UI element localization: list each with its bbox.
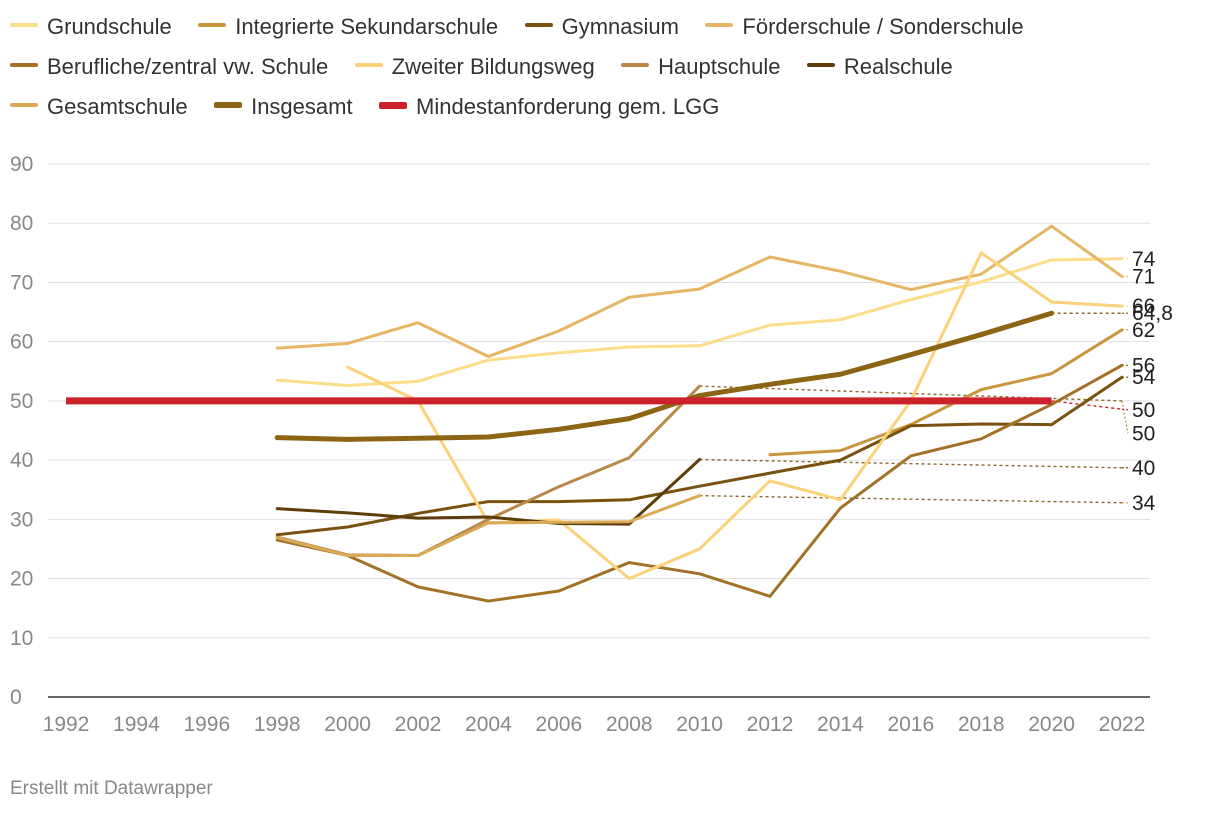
legend-label: Gymnasium (561, 14, 679, 39)
footer-credit: Erstellt mit Datawrapper (10, 778, 213, 799)
series-end-label: 64,8 (1132, 302, 1173, 325)
legend-label: Integrierte Sekundarschule (235, 14, 499, 39)
x-tick-label: 1998 (254, 713, 301, 736)
series-line (275, 224, 1124, 358)
x-tick-label: 2002 (395, 713, 442, 736)
legend-swatch (379, 101, 408, 109)
y-tick-label: 40 (10, 449, 33, 472)
legend-swatch (10, 23, 38, 28)
series-line (346, 251, 1124, 581)
legend-swatch (10, 63, 38, 68)
legend-swatch (10, 103, 38, 108)
legend-swatch (621, 63, 650, 68)
legend-item-mindestanforderung: Mindestanforderung gem. LGG (379, 94, 719, 120)
series-line (275, 363, 1124, 603)
y-tick-label: 80 (10, 212, 33, 235)
y-tick-label: 50 (10, 390, 33, 413)
series-extension-line (699, 385, 1123, 402)
series-line (275, 384, 702, 557)
legend-label: Realschule (843, 54, 953, 79)
x-tick-label: 2014 (817, 713, 864, 736)
series-end-label: 54 (1132, 366, 1156, 389)
legend-row-3: Gesamtschule Insgesamt Mindestanforderun… (10, 94, 1210, 134)
series-line (275, 494, 702, 557)
legend-label: Insgesamt (251, 94, 353, 119)
chart-legend: Grundschule Integrierte Sekundarschule G… (10, 14, 1210, 134)
series-end-label: 66 (1132, 295, 1155, 318)
series-lines (66, 224, 1124, 603)
series-line (275, 257, 1124, 387)
series-end-label: 50 (1132, 422, 1155, 445)
series-extension-line (699, 458, 1123, 469)
legend-swatch (806, 63, 835, 68)
x-tick-label: 2022 (1099, 713, 1146, 736)
legend-item-foerderschule: Förderschule / Sonderschule (705, 14, 1024, 40)
series-end-label: 50 (1132, 399, 1155, 422)
series-end-label: 74 (1132, 248, 1156, 271)
x-tick-label: 2018 (958, 713, 1005, 736)
y-tick-label: 70 (10, 271, 33, 294)
series-line (275, 375, 1124, 537)
legend-label: Grundschule (47, 14, 172, 39)
legend-item-berufliche-schule: Berufliche/zentral vw. Schule (10, 54, 328, 80)
legend-item-insgesamt: Insgesamt (214, 94, 353, 120)
x-tick-label: 2020 (1028, 713, 1075, 736)
line-chart: 0 10 20 30 40 50 60 70 80 90 1992 1994 1996 1998 2000… (10, 153, 1173, 736)
series-end-label: 56 (1132, 354, 1155, 377)
legend-label: Berufliche/zentral vw. Schule (47, 54, 329, 79)
legend-label: Hauptschule (658, 54, 781, 79)
x-tick-label: 2004 (465, 713, 512, 736)
label-connector (1121, 408, 1129, 411)
legend-swatch (214, 102, 243, 109)
end-labels: 74 62 54 71 56 66 50 40 34 64,8 50 (1132, 248, 1173, 515)
series-line (768, 328, 1124, 457)
y-tick-label: 20 (10, 568, 33, 591)
series-line (275, 458, 702, 526)
gridlines: 0 10 20 30 40 50 60 70 80 90 (10, 153, 1150, 709)
legend-label: Zweiter Bildungsweg (391, 54, 595, 79)
legend-item-realschule: Realschule (806, 54, 953, 80)
legend-label: Gesamtschule (47, 94, 188, 119)
y-tick-label: 60 (10, 331, 33, 354)
x-tick-label: 2000 (324, 713, 371, 736)
x-tick-label: 2006 (535, 713, 582, 736)
series-end-label: 34 (1132, 492, 1156, 515)
series-end-label: 62 (1132, 319, 1155, 342)
y-tick-label: 0 (10, 686, 22, 709)
y-tick-label: 90 (10, 153, 33, 176)
legend-item-gymnasium: Gymnasium (524, 14, 679, 40)
x-tick-label: 2016 (887, 713, 934, 736)
legend-item-zweiter-bildungsweg: Zweiter Bildungsweg (354, 54, 595, 80)
series-end-label: 71 (1132, 266, 1155, 289)
legend-swatch (524, 23, 553, 28)
x-axis: 1992 1994 1996 1998 2000 2002 2004 2006 2008 2010… (43, 696, 1150, 736)
x-tick-label: 1992 (43, 713, 90, 736)
x-tick-label: 2010 (676, 713, 723, 736)
x-tick-label: 1994 (113, 713, 160, 736)
x-tick-label: 1996 (183, 713, 230, 736)
legend-swatch (354, 63, 383, 68)
legend-label: Förderschule / Sonderschule (742, 14, 1024, 39)
series-end-label: 40 (1132, 457, 1155, 480)
legend-label: Mindestanforderung gem. LGG (416, 94, 720, 119)
series-extension-line (699, 494, 1123, 504)
legend-swatch (198, 23, 227, 28)
legend-item-grundschule: Grundschule (10, 14, 172, 40)
extension-lines (699, 258, 1129, 504)
y-tick-label: 30 (10, 508, 33, 531)
legend-item-integrierte-sekundarschule: Integrierte Sekundarschule (198, 14, 498, 40)
legend-swatch (705, 23, 734, 28)
label-connector (1121, 400, 1129, 434)
series-line (274, 310, 1055, 442)
x-tick-label: 2012 (747, 713, 794, 736)
legend-item-gesamtschule: Gesamtschule (10, 94, 188, 120)
legend-row-2: Berufliche/zentral vw. Schule Zweiter Bi… (10, 54, 1210, 94)
legend-row-1: Grundschule Integrierte Sekundarschule G… (10, 14, 1210, 54)
legend-item-hauptschule: Hauptschule (621, 54, 780, 80)
y-tick-label: 10 (10, 627, 33, 650)
x-tick-label: 2008 (606, 713, 653, 736)
